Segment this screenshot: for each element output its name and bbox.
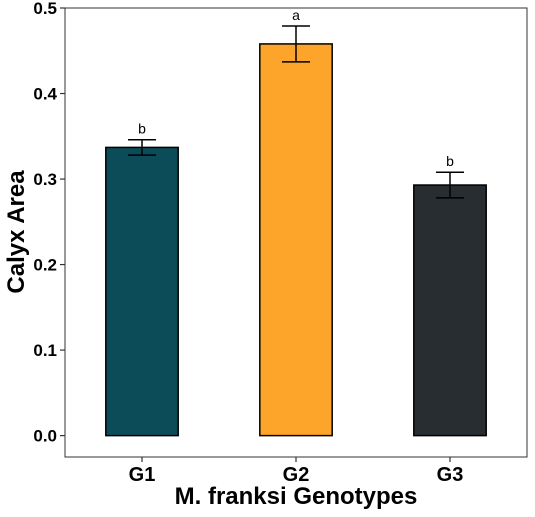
bar-g2 — [259, 43, 333, 437]
y-tick-label: 0.4 — [33, 85, 57, 104]
y-tick-label: 0.1 — [33, 341, 57, 360]
y-tick-label: 0.5 — [33, 0, 57, 18]
x-tick-label: G3 — [437, 464, 464, 486]
bar-g1 — [105, 146, 179, 437]
significance-label: b — [138, 121, 146, 137]
x-axis-title: M. franksi Genotypes — [175, 483, 418, 510]
x-axis: G1 G2 G3 — [129, 457, 464, 486]
y-tick-label: 0.0 — [33, 427, 57, 446]
y-tick-label: 0.3 — [33, 170, 57, 189]
x-tick-label: G1 — [129, 464, 156, 486]
y-tick-label: 0.2 — [33, 256, 57, 275]
bars: b a b — [105, 7, 487, 437]
significance-label: b — [446, 153, 454, 169]
y-axis: 0.0 0.1 0.2 0.3 0.4 0.5 — [33, 0, 65, 446]
y-axis-title: Calyx Area — [3, 170, 30, 294]
significance-label: a — [292, 7, 300, 23]
x-tick-label: G2 — [283, 464, 310, 486]
bar-g3 — [413, 184, 487, 437]
